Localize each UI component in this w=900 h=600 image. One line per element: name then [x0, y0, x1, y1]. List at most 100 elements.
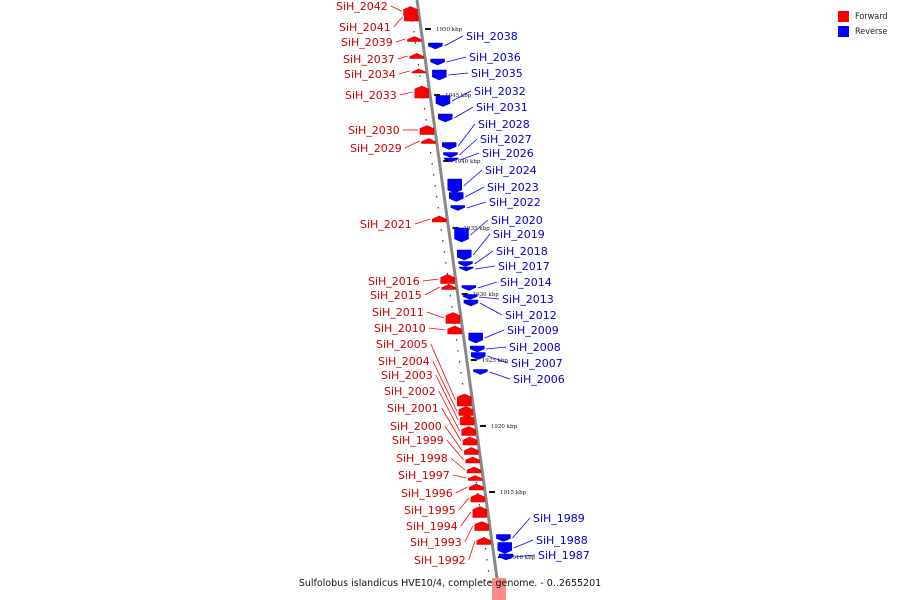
forward-gene-glyph [467, 475, 483, 481]
scale-tick-label: 1950 kbp [436, 27, 463, 33]
reverse-gene-leader [515, 554, 536, 558]
forward-gene-glyph [432, 215, 447, 223]
forward-gene-label: SiH_2029 [350, 142, 402, 155]
reverse-gene-glyph [458, 261, 473, 267]
reverse-gene-label: SiH_2019 [493, 228, 545, 241]
forward-gene-glyph [407, 36, 422, 42]
reverse-gene-glyph [428, 42, 443, 50]
reverse-gene-leader [513, 539, 534, 549]
forward-gene-leader [393, 16, 403, 28]
reverse-gene-glyph [461, 285, 477, 291]
reverse-label: Reverse [855, 26, 888, 37]
reverse-gene-label: SiH_2031 [476, 101, 528, 114]
reverse-gene-leader [470, 219, 489, 236]
reverse-gene-label: SiH_1987 [538, 549, 590, 562]
scale-tick [489, 491, 496, 493]
scale-tick [479, 425, 486, 427]
reverse-gene-leader [479, 302, 503, 316]
reverse-gene-label: SiH_2013 [502, 293, 554, 306]
forward-gene-glyph [472, 506, 488, 518]
forward-gene-glyph [411, 68, 427, 74]
forward-gene-label: SiH_2010 [374, 322, 426, 335]
reverse-gene-leader [454, 106, 474, 119]
forward-gene-leader [426, 311, 445, 319]
forward-gene-glyph [466, 466, 482, 474]
reverse-gene-leader [446, 56, 467, 63]
scale-tick [425, 28, 432, 30]
forward-gene-leader [395, 38, 406, 43]
reverse-gene-label: SiH_2024 [485, 164, 537, 177]
forward-gene-leader [455, 486, 468, 494]
reverse-gene-glyph [435, 95, 451, 107]
minor-tick [423, 108, 426, 110]
forward-gene-label: SiH_1998 [396, 452, 448, 465]
reverse-gene-leader [444, 35, 464, 47]
forward-gene-glyph [440, 274, 455, 284]
forward-gene-leader [422, 278, 439, 282]
forward-gene-glyph [419, 125, 435, 135]
reverse-gene-glyph [447, 178, 462, 194]
forward-gene-leader [446, 439, 464, 461]
forward-gene-label: SiH_2041 [339, 21, 391, 34]
minor-tick [478, 504, 480, 506]
reverse-gene-leader [448, 72, 469, 76]
minor-tick [440, 229, 442, 231]
scale-tick [461, 293, 468, 295]
scale-tick-label: 1925 kbp [482, 358, 509, 364]
genome-backbone [415, 0, 502, 600]
reverse-gene-leader [465, 186, 485, 198]
minor-tick [414, 42, 417, 44]
forward-gene-leader [424, 286, 440, 296]
forward-gene-glyph [474, 521, 490, 531]
reverse-gene-glyph [450, 205, 466, 211]
reverse-gene-leader [474, 250, 494, 265]
reverse-gene-glyph [457, 249, 472, 261]
reverse-gene-label: SiH_2022 [489, 196, 541, 209]
scale-tick-label: 1910 kbp [509, 555, 536, 561]
reverse-gene-label: SiH_2017 [498, 260, 550, 273]
reverse-gene-glyph [470, 345, 485, 353]
minor-tick [417, 64, 420, 66]
forward-gene-leader [441, 407, 462, 442]
reverse-gene-glyph [498, 553, 514, 561]
minor-tick [486, 559, 488, 561]
forward-gene-label: SiH_1993 [410, 536, 462, 549]
forward-gene-leader [435, 374, 459, 421]
forward-gene-glyph [459, 414, 475, 426]
reverse-gene-leader [479, 296, 500, 300]
reverse-gene-glyph [468, 332, 484, 344]
reverse-gene-glyph [463, 299, 479, 307]
minor-tick [431, 163, 433, 165]
reverse-gene-leader [459, 138, 478, 156]
reverse-gene-glyph [430, 58, 445, 66]
reverse-gene-label: SiH_2009 [507, 324, 559, 337]
forward-gene-glyph [403, 6, 418, 16]
scale-tick-label: 1920 kbp [491, 424, 518, 430]
minor-tick [449, 295, 452, 297]
forward-gene-leader [390, 5, 402, 12]
forward-label: Forward [855, 11, 888, 22]
reverse-gene-leader [487, 355, 509, 364]
forward-gene-label: SiH_2015 [370, 289, 422, 302]
minor-tick [433, 174, 435, 176]
forward-gene-label: SiH_2003 [381, 369, 433, 382]
minor-tick [419, 75, 421, 77]
forward-gene-label: SiH_2001 [387, 402, 439, 415]
minor-tick [443, 251, 445, 253]
reverse-gene-label: SiH_2027 [480, 133, 532, 146]
forward-gene-label: SiH_2011 [372, 306, 424, 319]
reverse-gene-label: SiH_1988 [536, 534, 588, 547]
reverse-gene-leader [475, 265, 496, 270]
scale-tick-label: 1915 kbp [500, 490, 527, 496]
reverse-gene-glyph [473, 369, 488, 375]
forward-gene-leader [450, 457, 466, 471]
forward-gene-label: SiH_2021 [360, 218, 412, 231]
forward-gene-label: SiH_2030 [348, 124, 400, 137]
forward-gene-label: SiH_2000 [390, 420, 442, 433]
reverse-gene-label: SiH_2028 [478, 118, 530, 131]
forward-gene-leader [452, 474, 467, 479]
reverse-gene-label: SiH_2008 [509, 341, 561, 354]
minor-tick [487, 570, 490, 572]
minor-tick [489, 581, 491, 583]
minor-tick [475, 482, 477, 484]
